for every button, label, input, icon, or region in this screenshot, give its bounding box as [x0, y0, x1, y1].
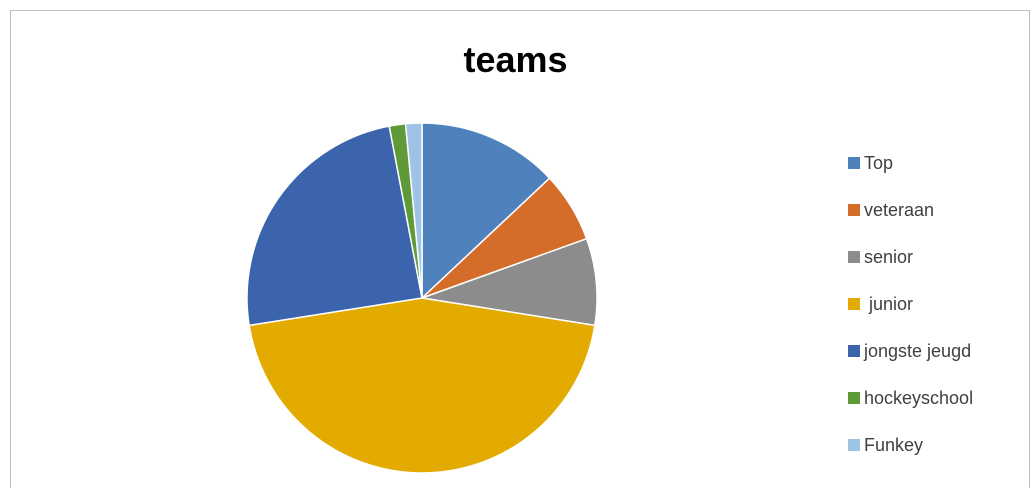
legend-item: Top [848, 139, 1028, 186]
legend-label: junior [864, 293, 914, 314]
legend-label: senior [864, 246, 914, 267]
legend-swatch [848, 203, 860, 216]
legend-label: hockeyschool [864, 387, 974, 408]
legend-item: senior [848, 233, 1028, 280]
legend-swatch [848, 297, 860, 310]
pie-slice-top [421, 122, 551, 300]
legend-swatch [848, 250, 860, 263]
legend-swatch [848, 391, 860, 404]
pie-slice-junior [248, 297, 596, 474]
legend-item: Funkey [848, 421, 1028, 468]
chart-title: teams [463, 39, 568, 80]
legend-item: veteraan [848, 186, 1028, 233]
legend-label: Top [864, 152, 894, 173]
pie-slice-jongste-jeugd [246, 125, 423, 327]
legend-swatch [848, 156, 860, 169]
legend-item: hockeyschool [848, 374, 1028, 421]
legend-item: jongste jeugd [848, 327, 1028, 374]
pie-slice-funkey [404, 122, 423, 299]
legend-swatch [848, 438, 860, 451]
legend-swatch [848, 344, 860, 357]
legend-item: junior [848, 280, 1028, 327]
legend: Top veteraan senior junior jongste jeugd hoc… [848, 139, 1028, 468]
legend-label: veteraan [864, 199, 935, 220]
legend-label: jongste jeugd [864, 340, 972, 361]
legend-label: Funkey [864, 434, 924, 455]
